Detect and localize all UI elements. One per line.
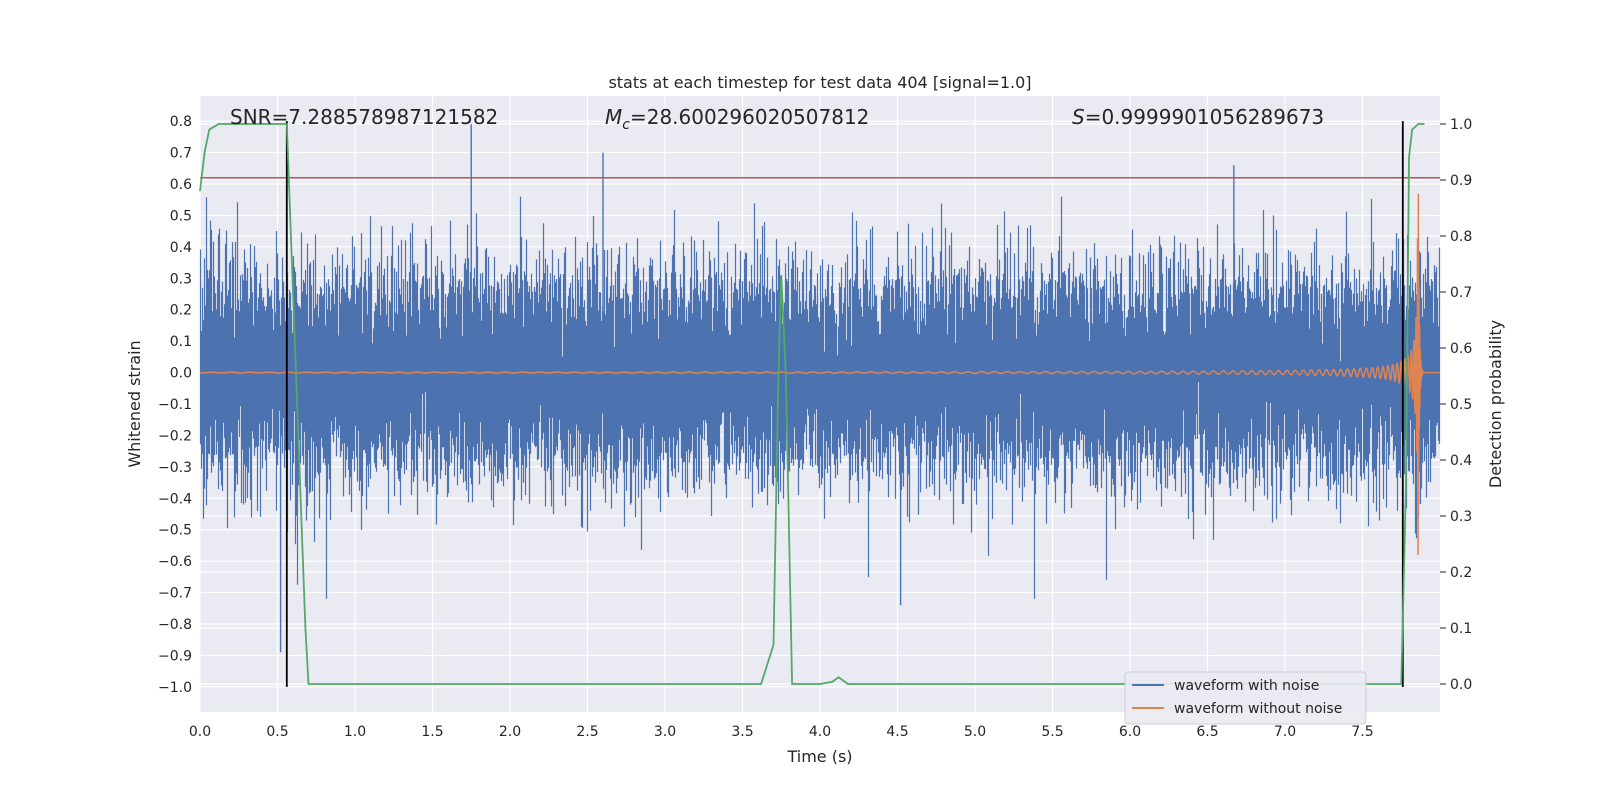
y2-tick-label: 0.8 (1450, 229, 1472, 245)
y-tick-label: 0.7 (170, 146, 192, 162)
legend-label-noisy: waveform with noise (1174, 678, 1319, 694)
y-axis-label: Whitened strain (125, 340, 144, 467)
y-tick-label: 0.5 (170, 208, 192, 224)
y-tick-label: −0.4 (158, 491, 192, 507)
y2-tick-label: 0.1 (1450, 621, 1472, 637)
chirp-mass-value: =28.600296020507812 (630, 105, 869, 129)
y-tick-label: 0.1 (170, 334, 192, 350)
y2-tick-label: 0.9 (1450, 173, 1472, 189)
y-tick-label: 0.6 (170, 177, 192, 193)
x-tick-label: 4.0 (809, 724, 831, 740)
statistic-value: =0.9999901056289673 (1085, 105, 1324, 129)
y2-tick-label: 0.7 (1450, 285, 1472, 301)
x-tick-label: 0.0 (189, 724, 211, 740)
y2-tick-label: 1.0 (1450, 117, 1472, 133)
y-tick-label: −0.6 (158, 554, 192, 570)
y-tick-label: −0.8 (158, 617, 192, 633)
y2-tick-label: 0.3 (1450, 509, 1472, 525)
y2-tick-label: 0.2 (1450, 565, 1472, 581)
y-tick-label: −0.5 (158, 523, 192, 539)
y-tick-label: −0.2 (158, 428, 192, 444)
y-tick-label: −0.1 (158, 397, 192, 413)
y2-tick-label: 0.4 (1450, 453, 1472, 469)
y2-tick-label: 0.6 (1450, 341, 1472, 357)
y-tick-label: −0.7 (158, 586, 192, 602)
waveform-with-noise (199, 196, 1441, 599)
chirp-mass-symbol: M (605, 105, 622, 129)
x-tick-label: 6.0 (1119, 724, 1141, 740)
snr-annotation: SNR=7.288578987121582 (230, 105, 498, 129)
chart-title: stats at each timestep for test data 404… (608, 73, 1031, 92)
y2-axis-label: Detection probability (1486, 320, 1505, 488)
y-tick-label: −0.9 (158, 648, 192, 664)
x-tick-label: 1.5 (421, 724, 443, 740)
y-tick-label: 0.2 (170, 303, 192, 319)
legend-box (1124, 671, 1367, 725)
x-tick-label: 7.5 (1351, 724, 1373, 740)
x-tick-label: 6.5 (1196, 724, 1218, 740)
x-tick-label: 3.0 (654, 724, 676, 740)
legend: waveform with noise waveform without noi… (1124, 671, 1367, 725)
y-tick-label: 0.4 (170, 240, 192, 256)
legend-label-clean: waveform without noise (1174, 701, 1342, 717)
x-tick-label: 0.5 (266, 724, 288, 740)
x-tick-label: 4.5 (886, 724, 908, 740)
y-tick-label: 0.0 (170, 366, 192, 382)
y-tick-label: 0.8 (170, 114, 192, 130)
x-tick-label: 1.0 (344, 724, 366, 740)
statistic-symbol: S (1072, 105, 1085, 129)
chirp-mass-annotation: Mc=28.600296020507812 (605, 105, 869, 133)
x-tick-label: 5.0 (964, 724, 986, 740)
x-tick-label: 5.5 (1041, 724, 1063, 740)
y-tick-label: −1.0 (158, 680, 192, 696)
x-tick-label: 2.0 (499, 724, 521, 740)
statistic-annotation: S=0.9999901056289673 (1072, 105, 1324, 129)
x-axis-label: Time (s) (786, 747, 852, 766)
axis-layer: 0.0 0.5 1.0 1.5 2.0 2.5 3.0 3.5 4.0 4.5 5.0 5.5 6.0 6… (158, 114, 1472, 740)
y-tick-label: 0.3 (170, 271, 192, 287)
y2-tick-label: 0.0 (1450, 677, 1472, 693)
y-tick-label: −0.3 (158, 460, 192, 476)
chirp-mass-subscript: c (622, 117, 630, 133)
x-tick-label: 7.0 (1274, 724, 1296, 740)
x-tick-label: 2.5 (576, 724, 598, 740)
y2-tick-label: 0.5 (1450, 397, 1472, 413)
waveform-without-noise (199, 193, 1440, 555)
x-tick-label: 3.5 (731, 724, 753, 740)
